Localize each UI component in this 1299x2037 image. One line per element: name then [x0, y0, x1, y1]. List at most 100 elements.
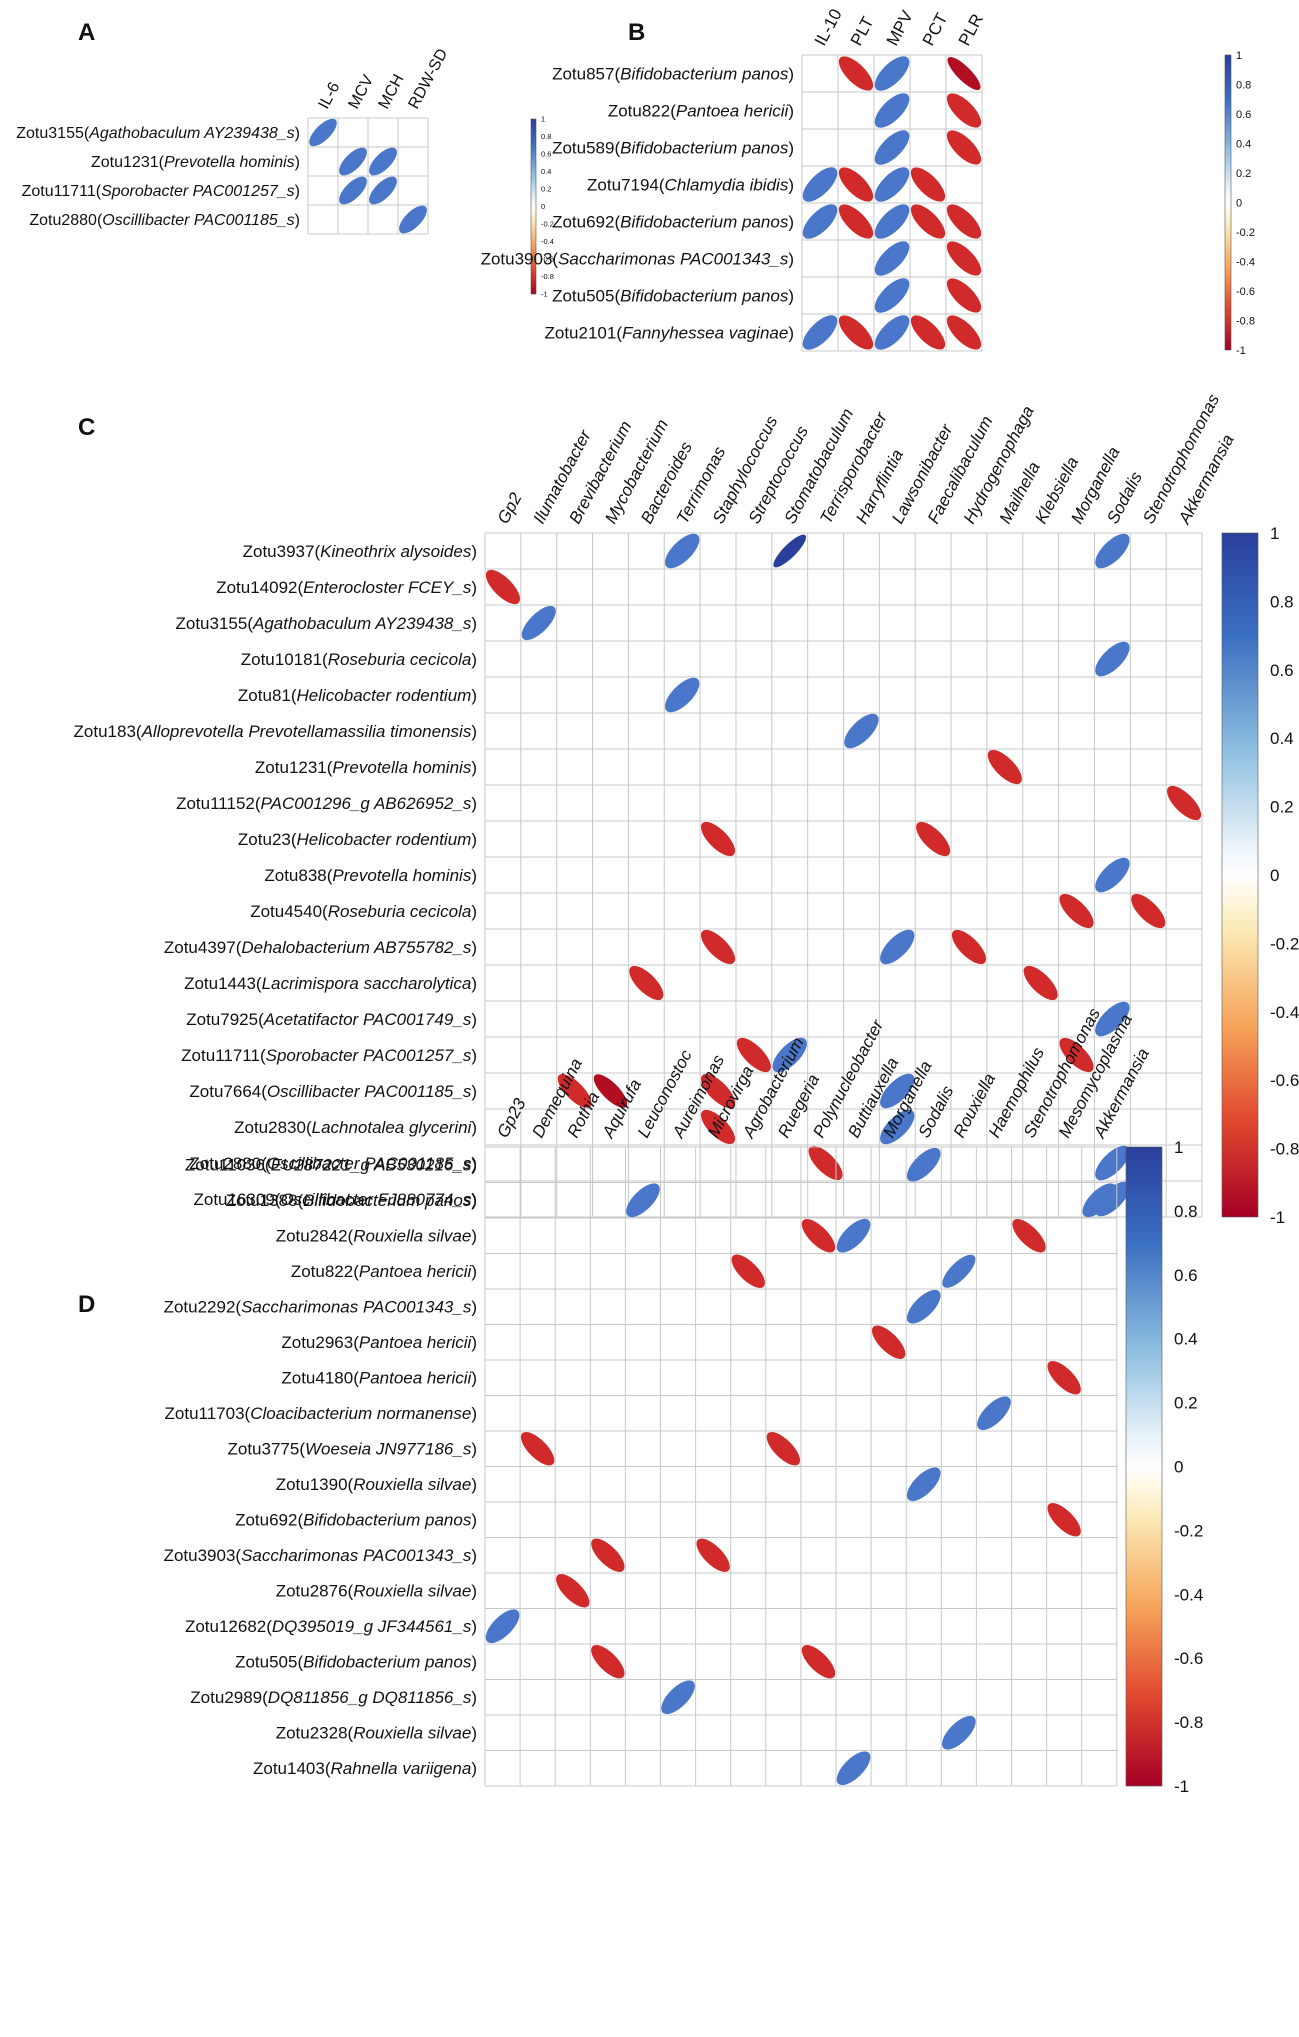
row-taxon: Pantoea hericii	[359, 1369, 473, 1388]
correlation-ellipse	[951, 929, 987, 965]
colorbar-tick-label: 0.8	[1270, 592, 1294, 611]
colorbar-tick-label: -0.2	[1270, 934, 1299, 953]
correlation-ellipse	[339, 147, 367, 176]
correlation-ellipse	[836, 1751, 871, 1786]
colorbar-tick-label: 1	[541, 115, 545, 124]
row-label: Zotu2880(Oscillibacter PAC001185_s)	[189, 1154, 477, 1173]
row-close: )	[471, 1010, 477, 1029]
correlation-ellipse	[874, 56, 910, 91]
row-id: Zotu822(	[608, 101, 676, 120]
row-close: )	[471, 794, 477, 813]
correlation-ellipse	[801, 1645, 836, 1679]
row-taxon: Roseburia cecicola	[328, 902, 472, 921]
row-close: )	[471, 1227, 477, 1246]
row-taxon: Bifidobacterium panos	[620, 138, 789, 157]
panel-label: C	[78, 414, 95, 441]
row-id: Zotu589(	[552, 138, 620, 157]
row-close: )	[471, 1333, 477, 1352]
column-label: PLT	[847, 14, 878, 49]
row-label: Zotu2963(Pantoea hericii)	[281, 1333, 477, 1352]
row-taxon: Cloacibacterium normanense	[250, 1404, 471, 1423]
row-close: )	[471, 650, 477, 669]
column-label: PLR	[955, 11, 987, 49]
row-close: )	[471, 614, 477, 633]
colorbar	[1221, 532, 1259, 1218]
column-label: Gp23	[493, 1095, 530, 1141]
correlation-ellipse	[1095, 1145, 1130, 1181]
column-label: Gp2	[494, 489, 526, 527]
row-id: Zotu14092(	[216, 578, 303, 597]
row-id: Zotu838(	[264, 866, 332, 885]
correlation-ellipse	[874, 278, 910, 313]
row-close: )	[788, 101, 794, 120]
row-id: Zotu692(	[235, 1511, 303, 1530]
row-label: Zotu11152(PAC001296_g AB626952_s)	[176, 794, 477, 813]
row-taxon: Bifidobacterium panos	[620, 286, 789, 305]
correlation-ellipse	[880, 1109, 915, 1145]
column-label: MCV	[346, 72, 378, 112]
row-taxon: Chlamydia ibidis	[665, 175, 789, 194]
row-taxon: Oscillibacter PAC001185_s	[267, 1154, 472, 1173]
row-label: Zotu3903(Saccharimonas PAC001343_s)	[481, 249, 794, 268]
row-taxon: Helicobacter rodentium	[297, 686, 472, 705]
row-close: )	[471, 1653, 477, 1672]
correlation-ellipse	[369, 176, 397, 205]
colorbar-tick-label: -1	[1174, 1777, 1189, 1796]
row-taxon: Rouxiella silvae	[353, 1582, 471, 1601]
colorbar-tick-label: 0.8	[541, 132, 551, 141]
colorbar-tick-label: 0.4	[1174, 1330, 1198, 1349]
row-label: Zotu1231(Prevotella hominis)	[255, 758, 477, 777]
row-taxon: Lacrimispora saccharolytica	[262, 974, 472, 993]
correlation-ellipse	[664, 677, 700, 713]
row-taxon: Dehalobacterium AB755782_s	[241, 938, 471, 957]
correlation-ellipse	[802, 315, 838, 350]
row-id: Zotu12682(	[185, 1617, 272, 1636]
correlation-ellipse	[874, 167, 910, 202]
row-close: )	[471, 1617, 477, 1636]
colorbar-tick-label: 0.6	[1236, 109, 1251, 121]
panel-label: B	[628, 19, 645, 46]
row-taxon: Oscillibacter PAC001185_s	[267, 1082, 472, 1101]
row-close: )	[788, 323, 794, 342]
correlation-ellipse	[910, 204, 946, 239]
row-close: )	[471, 1511, 477, 1530]
row-label: Zotu4397(Dehalobacterium AB755782_s)	[164, 938, 477, 957]
correlation-ellipse	[946, 315, 982, 350]
row-label: Zotu81(Helicobacter rodentium)	[238, 686, 477, 705]
row-id: Zotu11152(	[176, 794, 261, 813]
colorbar-tick-label: -0.4	[1270, 1003, 1299, 1022]
row-close: )	[471, 938, 477, 957]
row-taxon: Rahnella variigena	[331, 1759, 472, 1778]
row-label: Zotu2842(Rouxiella silvae)	[276, 1227, 477, 1246]
correlation-ellipse	[557, 1074, 592, 1108]
row-id: Zotu857(	[552, 64, 620, 83]
colorbar-tick-label: 0	[1236, 197, 1242, 209]
row-label: Zotu505(Bifidobacterium panos)	[552, 286, 794, 305]
colorbar-tick-label: 0.4	[1270, 729, 1294, 748]
row-taxon: EU287221_g AB530216_s	[271, 1156, 472, 1175]
row-close: )	[471, 1724, 477, 1743]
correlation-ellipse	[942, 1254, 976, 1288]
correlation-ellipse	[946, 130, 982, 165]
row-close: )	[471, 1262, 477, 1281]
correlation-ellipse	[946, 278, 982, 313]
row-taxon: Prevotella hominis	[332, 866, 471, 885]
correlation-ellipse	[731, 1254, 765, 1288]
correlation-ellipse	[838, 56, 874, 91]
colorbar-tick-label: 1	[1236, 50, 1242, 62]
row-id: Zotu1403(	[253, 1759, 331, 1778]
correlation-ellipse	[700, 1109, 736, 1145]
row-taxon: Roseburia cecicola	[328, 650, 472, 669]
row-taxon: Lachnotalea glycerini	[312, 1118, 473, 1137]
row-close: )	[471, 1688, 477, 1707]
colorbar-tick-label: -0.6	[1270, 1071, 1299, 1090]
column-label: MCH	[376, 72, 408, 112]
row-close: )	[788, 212, 794, 231]
correlation-ellipse	[1131, 893, 1166, 929]
panel-b: B IL-10 PLT MPV PCT PLRZotu857(Bifidobacteriu…	[481, 6, 1255, 357]
row-id: Zotu505(	[552, 286, 620, 305]
correlation-ellipse	[661, 1680, 695, 1715]
correlation-ellipse	[629, 965, 664, 1001]
row-taxon: PAC001296_g AB626952_s	[261, 794, 472, 813]
row-label: Zotu3903(Saccharimonas PAC001343_s)	[164, 1546, 477, 1565]
